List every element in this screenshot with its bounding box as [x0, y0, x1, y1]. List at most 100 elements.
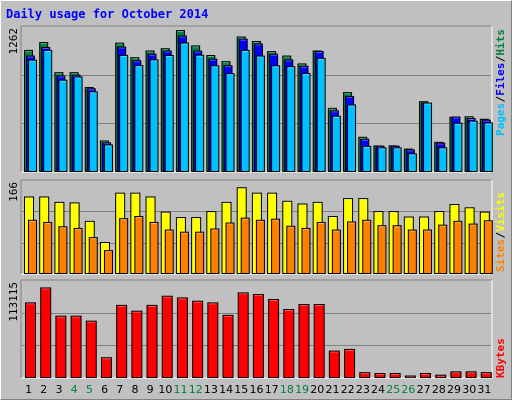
pages-bar — [195, 54, 205, 172]
sites-bar — [88, 237, 98, 274]
x-tick-label: 23 — [356, 383, 370, 396]
kbytes-bar — [40, 287, 52, 378]
x-tick-label: 26 — [401, 383, 415, 396]
pages-bar — [119, 54, 129, 172]
kbytes-bar — [374, 373, 386, 378]
kbytes-bar — [55, 315, 67, 378]
pages-bar — [179, 42, 189, 172]
x-tick-label: 30 — [462, 383, 476, 396]
kbytes-bar — [389, 373, 401, 378]
pages-bar — [407, 153, 417, 173]
x-tick-label: 12 — [189, 383, 203, 396]
x-tick-label: 28 — [432, 383, 446, 396]
pages-bar — [103, 144, 113, 173]
x-tick-label: 21 — [325, 383, 339, 396]
sites-bar — [103, 250, 113, 274]
x-tick-label: 20 — [310, 383, 324, 396]
kbytes-bar — [313, 304, 325, 378]
sites-bar — [286, 225, 296, 275]
sites-bar — [73, 227, 83, 275]
legend-separator: / — [494, 55, 507, 62]
x-tick-label: 8 — [131, 383, 138, 396]
x-tick-label: 14 — [219, 383, 233, 396]
kbytes-bar — [192, 300, 204, 378]
legend-sites: Sites — [494, 239, 507, 272]
kbytes-bar — [70, 315, 82, 378]
sites-bar — [240, 217, 250, 274]
pages-bar — [377, 147, 387, 172]
pages-bar — [73, 76, 83, 172]
pages-bar — [255, 55, 265, 172]
pages-bar — [438, 147, 448, 172]
pages-bar — [210, 65, 220, 172]
x-tick-label: 1 — [25, 383, 32, 396]
pages-bar — [225, 73, 235, 172]
x-tick-label: 16 — [250, 383, 264, 396]
x-tick-label: 4 — [71, 383, 78, 396]
pages-bar — [271, 65, 281, 172]
pages-bar — [483, 122, 493, 172]
y-max-label: 166 — [7, 182, 20, 202]
sites-bar — [134, 215, 144, 274]
sites-bar — [28, 219, 37, 274]
pages-bar — [149, 59, 159, 173]
kbytes-bar — [344, 348, 356, 378]
kbytes-bar — [85, 320, 97, 378]
pages-bar — [240, 49, 250, 172]
legend-visits: Visits — [494, 192, 507, 232]
x-tick-label: 2 — [40, 383, 47, 396]
x-tick-label: 17 — [265, 383, 279, 396]
legend-separator: / — [494, 232, 507, 239]
kbytes-bar — [268, 299, 280, 379]
x-tick-label: 29 — [447, 383, 461, 396]
sites-bar — [255, 219, 265, 274]
pages-bar — [88, 91, 98, 172]
kbytes-bar — [465, 371, 477, 378]
x-tick-label: 22 — [341, 383, 355, 396]
sites-bar — [468, 223, 478, 274]
sites-bar — [316, 221, 326, 275]
x-tick-label: 10 — [158, 383, 172, 396]
x-tick-label: 19 — [295, 383, 309, 396]
x-tick-label: 11 — [174, 383, 188, 396]
sites-bar — [438, 224, 448, 274]
pages-bar — [301, 72, 311, 172]
sites-bar — [164, 229, 174, 275]
y-max-label: 1262 — [7, 28, 20, 55]
legend-files: Files — [494, 63, 507, 96]
pages-bar — [164, 54, 174, 172]
x-tick-label: 24 — [371, 383, 385, 396]
legend-hits: Hits — [494, 29, 507, 56]
kbytes-bar — [359, 372, 371, 379]
kbytes-bar — [25, 302, 36, 378]
pages-bar — [28, 59, 37, 172]
kbytes-bar — [252, 294, 264, 378]
x-tick-label: 27 — [417, 383, 431, 396]
pages-bar — [453, 122, 463, 172]
pages-bar — [43, 49, 53, 172]
sites-bar — [377, 225, 387, 274]
kbytes-bar — [100, 357, 112, 378]
sites-bar — [195, 231, 205, 275]
chart-title: Daily usage for October 2014 — [6, 7, 209, 21]
sites-bar — [210, 228, 220, 274]
x-tick-label: 3 — [55, 383, 62, 396]
x-tick-label: 31 — [477, 383, 491, 396]
sites-bar — [483, 220, 493, 274]
sites-bar — [392, 225, 402, 274]
kbytes-bar — [146, 304, 158, 378]
pages-bar — [392, 147, 402, 172]
legend-pages: Pages — [494, 103, 507, 136]
kbytes-bar — [298, 304, 310, 378]
pages-bar — [58, 79, 68, 172]
pages-bar — [468, 120, 478, 172]
y-max-label: 113115 — [7, 282, 20, 322]
kbytes-bar — [450, 371, 462, 378]
x-tick-label: 6 — [101, 383, 108, 396]
x-tick-label: 25 — [386, 383, 400, 396]
sites-bar — [347, 221, 357, 274]
x-tick-label: 18 — [280, 383, 294, 396]
kbytes-bar — [283, 309, 295, 378]
x-tick-label: 9 — [147, 383, 154, 396]
